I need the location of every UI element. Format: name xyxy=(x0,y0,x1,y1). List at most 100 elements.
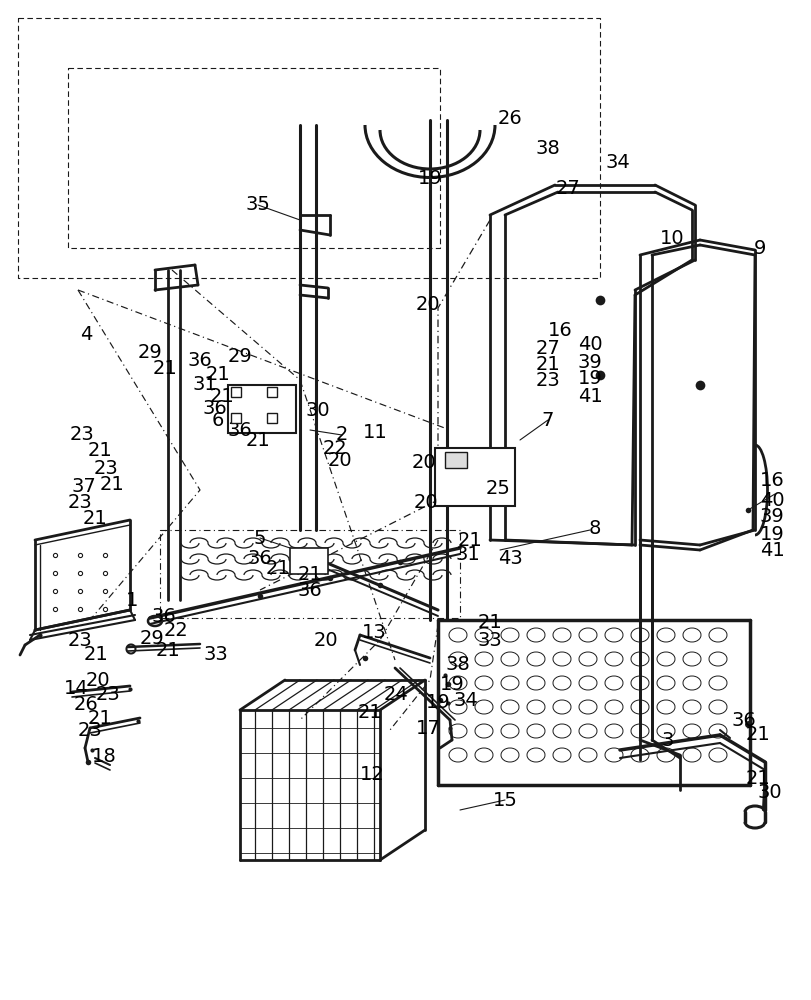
Text: 29: 29 xyxy=(227,347,252,365)
Text: 6: 6 xyxy=(212,412,224,430)
Text: 13: 13 xyxy=(361,622,386,642)
Text: 14: 14 xyxy=(63,678,88,698)
Text: 21: 21 xyxy=(265,558,290,578)
Text: 16: 16 xyxy=(758,471,783,489)
Text: 23: 23 xyxy=(96,684,120,704)
Text: 38: 38 xyxy=(535,138,560,157)
Text: 9: 9 xyxy=(753,238,766,257)
Bar xyxy=(267,413,277,423)
Text: 38: 38 xyxy=(445,656,470,674)
Text: 20: 20 xyxy=(328,450,352,470)
Text: 26: 26 xyxy=(74,694,98,714)
Text: 23: 23 xyxy=(78,720,102,740)
Text: 29: 29 xyxy=(139,629,164,648)
Bar xyxy=(290,548,328,574)
Text: 19: 19 xyxy=(425,692,450,712)
Text: 39: 39 xyxy=(758,508,783,526)
Text: 24: 24 xyxy=(383,686,408,704)
Text: 7: 7 xyxy=(541,410,553,430)
Text: 4: 4 xyxy=(79,326,92,344)
Text: 19: 19 xyxy=(417,168,442,188)
Bar xyxy=(435,448,514,506)
Text: 41: 41 xyxy=(577,386,602,406)
Text: 23: 23 xyxy=(535,371,560,390)
Text: 34: 34 xyxy=(605,152,629,172)
Text: 23: 23 xyxy=(67,492,92,512)
Text: 21: 21 xyxy=(744,726,770,744)
Text: 26: 26 xyxy=(497,108,521,127)
Text: 36: 36 xyxy=(247,548,272,568)
Text: 41: 41 xyxy=(758,542,783,560)
Text: 1: 1 xyxy=(126,590,138,609)
Text: 12: 12 xyxy=(359,766,384,784)
Text: 33: 33 xyxy=(477,631,502,650)
Text: 21: 21 xyxy=(88,442,112,460)
Bar xyxy=(228,385,296,433)
Text: 21: 21 xyxy=(100,476,124,494)
Text: 34: 34 xyxy=(453,690,478,710)
Text: 22: 22 xyxy=(164,621,188,641)
Text: 20: 20 xyxy=(415,296,440,314)
Text: 22: 22 xyxy=(322,438,347,458)
Text: 21: 21 xyxy=(744,768,770,788)
Text: 40: 40 xyxy=(759,490,783,510)
Text: 21: 21 xyxy=(535,355,560,373)
Text: 3: 3 xyxy=(661,730,673,750)
Text: 21: 21 xyxy=(298,566,322,584)
Text: 23: 23 xyxy=(70,426,94,444)
Text: 18: 18 xyxy=(92,746,116,766)
Text: 16: 16 xyxy=(547,320,572,340)
Text: 36: 36 xyxy=(731,710,755,730)
Text: 30: 30 xyxy=(305,400,330,420)
Text: 43: 43 xyxy=(497,548,521,568)
Text: 21: 21 xyxy=(156,641,180,660)
Bar xyxy=(230,413,241,423)
Text: 20: 20 xyxy=(411,452,436,472)
Text: 21: 21 xyxy=(357,702,382,722)
Text: 20: 20 xyxy=(86,670,110,690)
Text: 30: 30 xyxy=(757,782,781,802)
Text: 36: 36 xyxy=(187,351,212,369)
Text: 27: 27 xyxy=(555,178,580,198)
Text: 21: 21 xyxy=(152,359,177,377)
Text: 5: 5 xyxy=(254,528,266,548)
Text: 21: 21 xyxy=(477,612,502,632)
Text: 17: 17 xyxy=(415,718,440,738)
Text: 10: 10 xyxy=(659,229,684,247)
Text: 21: 21 xyxy=(84,645,108,664)
Text: 31: 31 xyxy=(455,546,480,564)
Text: 29: 29 xyxy=(137,342,162,361)
Text: 27: 27 xyxy=(535,338,560,358)
Text: 21: 21 xyxy=(245,430,270,450)
Text: 20: 20 xyxy=(413,492,438,512)
Text: 39: 39 xyxy=(577,353,602,371)
Text: 23: 23 xyxy=(67,631,92,650)
Text: 11: 11 xyxy=(363,422,387,442)
Text: 23: 23 xyxy=(93,458,118,478)
Text: 36: 36 xyxy=(227,420,252,440)
Text: 19: 19 xyxy=(758,524,783,544)
Text: 36: 36 xyxy=(203,398,227,418)
Bar xyxy=(444,452,466,468)
Text: 19: 19 xyxy=(439,676,464,694)
Text: 21: 21 xyxy=(209,386,234,406)
Text: 19: 19 xyxy=(577,369,602,388)
Text: 21: 21 xyxy=(205,364,230,383)
Text: 15: 15 xyxy=(492,790,517,810)
Text: 31: 31 xyxy=(192,375,217,394)
Text: 2: 2 xyxy=(336,426,348,444)
Bar xyxy=(230,387,241,397)
Text: 40: 40 xyxy=(577,336,602,355)
Text: 36: 36 xyxy=(298,580,322,599)
Text: 21: 21 xyxy=(83,508,107,528)
Text: 20: 20 xyxy=(313,631,338,650)
Text: 21: 21 xyxy=(88,708,112,728)
Text: 21: 21 xyxy=(457,530,482,550)
Text: 37: 37 xyxy=(71,477,97,495)
Bar xyxy=(267,387,277,397)
Text: 33: 33 xyxy=(204,646,228,664)
Text: 8: 8 xyxy=(588,518,600,538)
Text: 36: 36 xyxy=(152,606,176,626)
Text: 35: 35 xyxy=(245,196,270,215)
Text: 25: 25 xyxy=(485,479,510,497)
